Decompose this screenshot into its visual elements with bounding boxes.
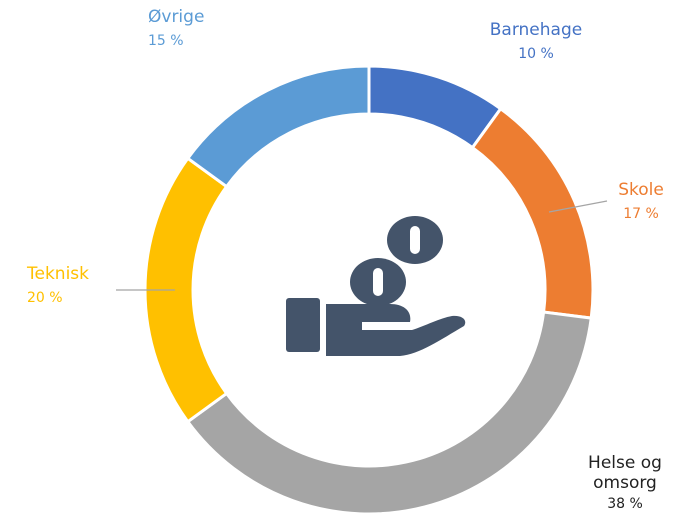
donut-slice <box>185 64 371 189</box>
slice-label: Helse og omsorg 38 % <box>580 453 670 513</box>
category-label: Teknisk <box>27 264 89 284</box>
slice-label: Teknisk 20 % <box>27 264 127 307</box>
value-label: 10 % <box>518 46 554 63</box>
category-label: Øvrige <box>148 7 205 27</box>
slice-label: Øvrige 15 % <box>148 7 248 50</box>
slice-label: Barnehage 10 % <box>476 20 596 63</box>
value-label: 38 % <box>607 495 643 512</box>
value-label: 17 % <box>623 206 659 223</box>
value-label: 15 % <box>148 33 184 50</box>
donut-slice <box>470 106 595 320</box>
leader-line <box>548 200 608 213</box>
value-label: 20 % <box>27 290 63 307</box>
ring <box>143 64 595 516</box>
category-label: Barnehage <box>489 20 583 40</box>
money-hand-icon <box>286 216 466 356</box>
category-label: Helse og omsorg <box>588 453 662 494</box>
slice-label: Skole 17 % <box>591 180 677 223</box>
category-label: Skole <box>618 180 664 200</box>
